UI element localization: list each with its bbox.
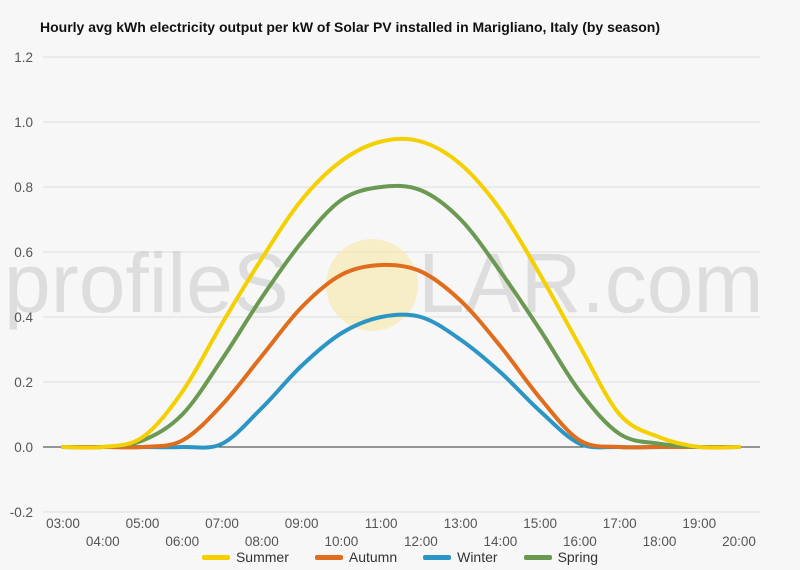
legend-swatch — [423, 554, 452, 560]
x-tick-label: 15:00 — [523, 516, 557, 531]
y-tick-label: 0.2 — [14, 375, 33, 390]
legend-swatch — [201, 554, 230, 560]
y-tick-label: 0.0 — [14, 440, 33, 455]
series-line-summer — [61, 136, 741, 450]
legend-label: Summer — [235, 549, 289, 565]
x-tick-label: 14:00 — [484, 534, 518, 549]
series-line-spring — [61, 183, 741, 450]
x-tick-label: 17:00 — [603, 516, 637, 531]
y-tick-label: 1.2 — [14, 50, 33, 65]
legend-swatch — [523, 554, 552, 560]
x-tick-label: 20:00 — [722, 534, 756, 549]
watermark-text-left: profileS — [4, 236, 289, 330]
legend-label: Spring — [557, 549, 599, 565]
chart-title: Hourly avg kWh electricity output per kW… — [40, 19, 661, 35]
x-tick-label: 18:00 — [643, 534, 677, 549]
x-tick-label: 09:00 — [285, 516, 319, 531]
x-tick-label: 11:00 — [365, 516, 398, 531]
x-tick-label: 04:00 — [86, 534, 120, 549]
x-tick-label: 19:00 — [682, 516, 716, 531]
y-tick-label: 0.4 — [14, 310, 33, 325]
legend-label: Winter — [457, 549, 498, 565]
legend-item-winter[interactable]: Winter — [423, 549, 498, 565]
x-tick-label: 07:00 — [205, 516, 239, 531]
x-tick-label: 06:00 — [165, 534, 199, 549]
legend-item-spring[interactable]: Spring — [523, 549, 599, 565]
y-tick-label: -0.2 — [10, 505, 33, 520]
y-tick-label: 1.0 — [14, 115, 33, 130]
x-tick-label: 16:00 — [563, 534, 597, 549]
x-tick-label: 05:00 — [126, 516, 160, 531]
legend-swatch — [314, 554, 343, 560]
x-axis-ticks: 03:00 04:00 05:00 06:00 07:00 08:00 09:00 10:00… — [46, 516, 756, 549]
legend: Summer Autumn Winter Spring — [0, 549, 800, 565]
watermark-text-right: LAR.com — [418, 236, 763, 330]
x-tick-label: 10:00 — [324, 534, 358, 549]
legend-label: Autumn — [348, 549, 398, 565]
y-tick-label: 0.8 — [14, 180, 33, 195]
x-tick-label: 08:00 — [245, 534, 279, 549]
watermark-sun-icon — [326, 239, 418, 331]
x-tick-label: 13:00 — [444, 516, 478, 531]
series-line-autumn — [61, 262, 741, 450]
legend-item-summer[interactable]: Summer — [201, 549, 289, 565]
legend-item-autumn[interactable]: Autumn — [314, 549, 398, 565]
y-axis-ticks: -0.2 0.0 0.2 0.4 0.6 0.8 1.0 1.2 — [10, 50, 34, 520]
x-tick-label: 12:00 — [404, 534, 438, 549]
x-tick-label: 03:00 — [46, 516, 80, 531]
watermark: profileS LAR.com — [4, 236, 763, 331]
y-tick-label: 0.6 — [14, 245, 33, 260]
series-lines — [61, 136, 741, 450]
